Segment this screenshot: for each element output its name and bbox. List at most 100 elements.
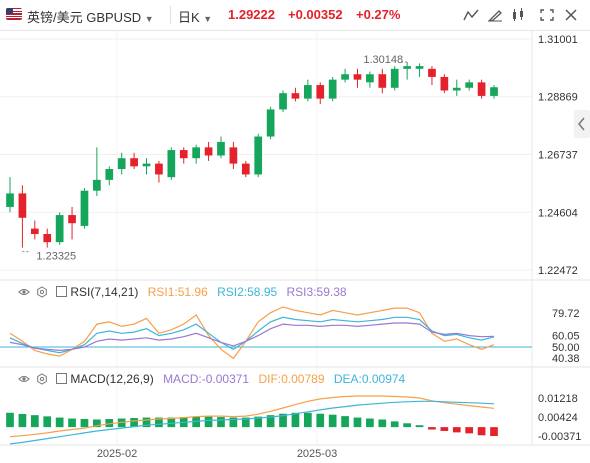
rsi-line-2 bbox=[9, 316, 495, 354]
rsi2-value: RSI2:58.95 bbox=[217, 285, 278, 299]
candle bbox=[279, 93, 287, 110]
macd-bar bbox=[316, 413, 325, 428]
candle bbox=[390, 68, 399, 88]
macd-bar bbox=[30, 415, 39, 428]
macd-bar bbox=[353, 417, 362, 428]
rsi-axis-label: 60.05 bbox=[552, 331, 580, 343]
candle bbox=[130, 158, 138, 167]
macd-bar bbox=[80, 418, 89, 428]
gear-icon[interactable] bbox=[36, 286, 48, 298]
macd-bar bbox=[93, 419, 101, 428]
dropdown-caret-icon: ▼ bbox=[203, 14, 213, 24]
indicator-icon bbox=[56, 286, 67, 297]
candle bbox=[80, 190, 89, 226]
candle bbox=[440, 76, 449, 91]
candle bbox=[465, 82, 474, 88]
rsi-line-3 bbox=[9, 322, 495, 352]
candle bbox=[316, 85, 325, 99]
macd-bar bbox=[155, 417, 163, 428]
macd-bar bbox=[452, 427, 461, 433]
candle bbox=[167, 150, 176, 178]
candle bbox=[229, 147, 238, 164]
macd-bar bbox=[68, 418, 76, 428]
last-price: 1.29222 bbox=[228, 7, 275, 22]
dropdown-caret-icon: ▼ bbox=[144, 14, 154, 24]
candle bbox=[179, 150, 188, 159]
macd-bar bbox=[217, 417, 225, 428]
macd-bar bbox=[341, 416, 349, 428]
candle bbox=[105, 169, 114, 180]
candle bbox=[452, 87, 461, 91]
rsi-line-1 bbox=[9, 306, 495, 360]
candle bbox=[353, 74, 362, 80]
price-axis-label: 1.24604 bbox=[538, 207, 578, 219]
rsi1-value: RSI1:51.96 bbox=[147, 285, 208, 299]
candle bbox=[415, 66, 424, 69]
candle bbox=[403, 66, 411, 69]
candle bbox=[30, 228, 39, 235]
candle bbox=[18, 193, 27, 218]
draw-icon[interactable] bbox=[487, 8, 503, 22]
macd-bar bbox=[291, 412, 300, 428]
macd-bar bbox=[142, 417, 151, 428]
rsi-caption: RSI(7,14,21) RSI1:51.96 RSI2:58.95 RSI3:… bbox=[56, 285, 347, 299]
candle bbox=[217, 141, 225, 156]
price-change-pct: +0.27% bbox=[356, 7, 401, 22]
dea-value: DEA:0.00974 bbox=[333, 372, 406, 386]
candle bbox=[117, 158, 126, 170]
close-icon[interactable] bbox=[563, 8, 579, 22]
macd-bar bbox=[403, 423, 411, 428]
symbol-selector[interactable]: 英镑/美元 GBPUSD ▼ bbox=[27, 7, 154, 26]
indicator-icon bbox=[56, 373, 67, 384]
dif-value: DIF:0.00789 bbox=[258, 372, 325, 386]
indicator-icon[interactable] bbox=[463, 8, 479, 22]
price-change: +0.00352 bbox=[288, 7, 343, 22]
macd-bar bbox=[428, 427, 436, 430]
macd-axis-label: 0.01218 bbox=[538, 393, 578, 405]
eye-icon[interactable] bbox=[18, 373, 30, 385]
macd-bar bbox=[130, 418, 138, 428]
macd-bar bbox=[229, 417, 238, 428]
candle bbox=[490, 87, 498, 96]
timeframe-selector[interactable]: 日K ▼ bbox=[178, 7, 212, 26]
rsi-axis-label: 79.72 bbox=[552, 308, 580, 320]
candle bbox=[6, 193, 14, 207]
low-label: 1.23325 bbox=[36, 251, 76, 263]
macd-bar bbox=[390, 421, 399, 428]
macd-value: MACD:-0.00371 bbox=[163, 372, 250, 386]
flag-icon bbox=[6, 8, 22, 20]
rsi-axis-label: 40.38 bbox=[552, 353, 580, 365]
candlestick-type-icon[interactable] bbox=[511, 8, 527, 22]
eye-icon[interactable] bbox=[18, 286, 30, 298]
macd-caption: MACD(12,26,9) MACD:-0.00371 DIF:0.00789 … bbox=[56, 372, 405, 386]
gear-icon[interactable] bbox=[36, 373, 48, 385]
symbol-name: 英镑/美元 GBPUSD bbox=[27, 10, 142, 25]
candle bbox=[241, 163, 250, 175]
candle bbox=[366, 74, 374, 83]
candle bbox=[93, 179, 101, 191]
macd-bar bbox=[303, 412, 312, 428]
candle bbox=[266, 109, 275, 137]
macd-bar bbox=[167, 417, 176, 428]
macd-axis-label: -0.00371 bbox=[538, 431, 581, 443]
chart-header: 英镑/美元 GBPUSD ▼ 日K ▼ 1.29222 +0.00352 +0.… bbox=[0, 0, 590, 31]
rsi-title: RSI(7,14,21) bbox=[70, 285, 139, 299]
rsi3-value: RSI3:59.38 bbox=[286, 285, 347, 299]
macd-bar bbox=[55, 417, 64, 428]
candle bbox=[142, 163, 151, 167]
macd-bar bbox=[105, 418, 114, 428]
fullscreen-icon[interactable] bbox=[539, 8, 555, 22]
candle bbox=[68, 215, 76, 224]
candle bbox=[204, 147, 213, 156]
macd-bar bbox=[18, 413, 27, 428]
collapse-panel-button[interactable] bbox=[574, 110, 590, 138]
rsi-axis-label: 50.00 bbox=[552, 342, 580, 354]
price-axis-label: 1.31001 bbox=[538, 34, 578, 46]
candle bbox=[291, 93, 300, 99]
candle bbox=[43, 234, 52, 243]
macd-bar bbox=[241, 417, 250, 428]
macd-title: MACD(12,26,9) bbox=[70, 372, 154, 386]
candle bbox=[477, 82, 486, 96]
dea-line bbox=[9, 400, 495, 445]
